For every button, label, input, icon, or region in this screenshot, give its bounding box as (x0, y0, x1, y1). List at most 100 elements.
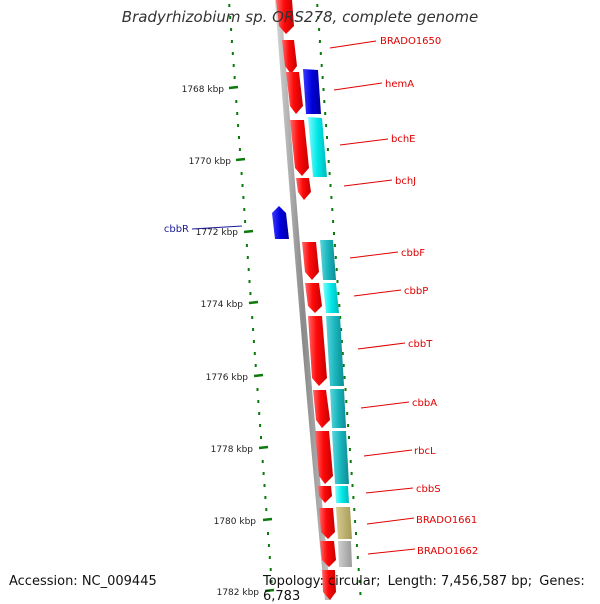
cog-function-track (303, 69, 352, 567)
cds-arrow-hema[interactable] (286, 72, 303, 114)
cog-block-bche[interactable] (308, 117, 327, 177)
tick-1778: 1778 kbp (211, 445, 269, 455)
cds-arrow-cbbp[interactable] (305, 283, 322, 313)
cds-arrow-cbbf[interactable] (302, 242, 319, 280)
cds-arrow-brado1662[interactable] (320, 541, 336, 567)
gc-dot (256, 388, 259, 391)
cog-block-cbbs[interactable] (335, 486, 349, 503)
gc-dot (326, 148, 329, 151)
gc-dot (320, 64, 323, 67)
tick-1772: 1772 kbp (196, 228, 254, 238)
gc-dot (268, 556, 271, 559)
gc-dot (237, 124, 240, 127)
gc-dot (259, 424, 262, 427)
gc-dot (240, 172, 243, 175)
cds-arrow-brado1650[interactable] (276, 0, 294, 34)
gc-dot (253, 352, 256, 355)
cog-block-brado1662[interactable] (338, 541, 352, 567)
gene-label-text: cbbF (401, 248, 425, 259)
gc-dot (348, 448, 351, 451)
cds-arrow-brado1661[interactable] (319, 508, 335, 539)
gc-dot (334, 256, 337, 259)
gc-dot (270, 580, 273, 583)
gene-label-cbbt[interactable]: cbbT (357, 339, 433, 350)
gene-label-bche[interactable]: bchE (339, 134, 416, 146)
cog-block-brado1661[interactable] (336, 507, 352, 539)
gc-dot (346, 412, 349, 415)
gc-dot (335, 268, 338, 271)
cog-block-rbcl[interactable] (332, 431, 349, 484)
gc-dot (321, 76, 324, 79)
gc-dot (229, 16, 232, 19)
cds-arrow-bchj[interactable] (296, 178, 311, 200)
cds-arrow-next[interactable] (322, 570, 336, 600)
gc-dot (252, 328, 255, 331)
gene-label-text: cbbT (408, 339, 433, 350)
gene-label-cbbs[interactable]: cbbS (365, 484, 441, 495)
cog-block-hema[interactable] (303, 69, 321, 114)
gc-dot (340, 328, 343, 331)
cds-arrow-cbba[interactable] (313, 390, 330, 428)
cds-arrow-brado1650b[interactable] (282, 40, 297, 74)
gc-dot (262, 472, 265, 475)
cog-block-cbbt[interactable] (326, 316, 344, 386)
gc-dot (357, 568, 360, 571)
gc-dot (232, 64, 235, 67)
gc-dot (257, 400, 260, 403)
ruler: 1768 kbp 1770 kbp 1772 kbp 1774 kbp 1776… (182, 85, 275, 598)
gc-dot (344, 388, 347, 391)
tick-1782: 1782 kbp (217, 588, 275, 598)
gene-label-hema[interactable]: hemA (333, 79, 414, 91)
gc-dot (258, 412, 261, 415)
cds-arrow-rbcl[interactable] (315, 431, 333, 484)
gene-label-text: cbbA (412, 398, 437, 409)
gc-dot (356, 556, 359, 559)
cog-block-cbbf[interactable] (320, 240, 336, 280)
gc-dot (338, 304, 341, 307)
tick-label: 1778 kbp (211, 445, 254, 455)
gc-dot (358, 580, 361, 583)
gc-dot (348, 436, 350, 439)
gc-dot (247, 268, 250, 271)
gc-dot (323, 100, 326, 103)
gene-label-bchj[interactable]: bchJ (343, 176, 416, 187)
gene-label-brado1662[interactable]: BRADO1662 (367, 546, 478, 557)
gene-label-rbcl[interactable]: rbcL (363, 446, 436, 457)
topology-text: Topology: circular; (263, 574, 381, 589)
gc-dot (267, 544, 270, 547)
gene-label-cbbf[interactable]: cbbF (349, 248, 425, 259)
gc-dot (340, 340, 343, 343)
cog-block-cbba[interactable] (330, 389, 346, 428)
gc-dot (316, 4, 319, 7)
gene-label-brado1650[interactable]: BRADO1650 (329, 36, 441, 49)
cds-arrow-cbbt[interactable] (308, 316, 327, 386)
gene-label-cbba[interactable]: cbbA (360, 398, 437, 409)
gene-label-text: BRADO1661 (416, 515, 477, 526)
cds-arrow-bche[interactable] (290, 120, 309, 176)
cog-block-cbbp[interactable] (323, 283, 339, 313)
tick-label: 1770 kbp (189, 157, 232, 167)
gc-dot (261, 460, 264, 463)
length-text: Length: 7,456,587 bp; (387, 574, 533, 589)
cds-arrow-cbbr[interactable] (272, 206, 289, 239)
gc-dot (233, 76, 236, 79)
gc-dot (326, 136, 328, 139)
cds-forward-track (276, 0, 336, 600)
gc-dot (246, 256, 249, 259)
cds-arrow-cbbs[interactable] (318, 486, 332, 503)
gc-dot (317, 16, 320, 19)
gc-dot (347, 424, 350, 427)
gc-dot (333, 232, 335, 235)
gc-dot (324, 112, 327, 115)
gene-label-cbbp[interactable]: cbbP (353, 286, 428, 297)
gene-label-text: cbbS (416, 484, 441, 495)
gene-label-text: cbbP (404, 286, 428, 297)
gene-label-cbbr[interactable]: cbbR (164, 224, 243, 235)
gc-dot (235, 100, 238, 103)
gc-dot (350, 472, 353, 475)
gc-dot (230, 28, 233, 31)
tick-label: 1774 kbp (201, 300, 244, 310)
gene-label-brado1661[interactable]: BRADO1661 (366, 515, 477, 526)
gc-dot (249, 292, 252, 295)
